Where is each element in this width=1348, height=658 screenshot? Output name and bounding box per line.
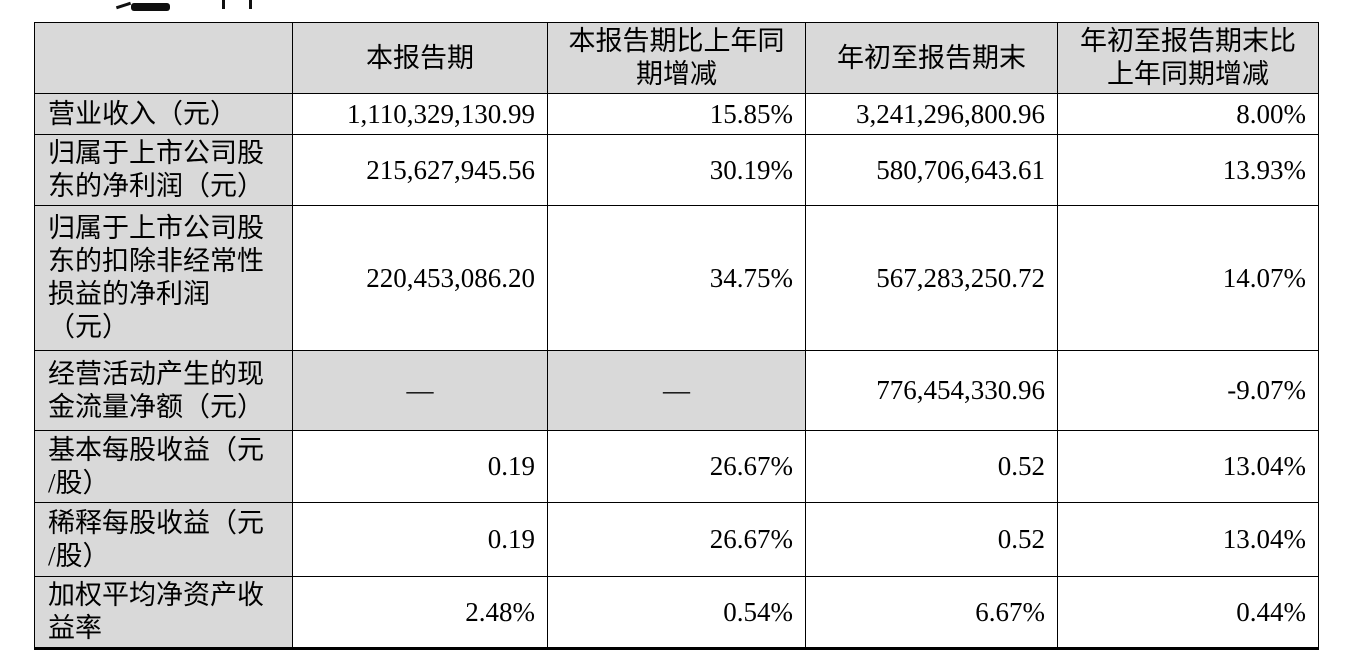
table-row-diluted-eps: 稀释每股收益（元 /股） 0.19 26.67% 0.52 13.04% [34, 502, 1319, 577]
value-cell: 0.19 [292, 430, 548, 503]
value-cell: 0.52 [805, 502, 1058, 577]
row-label: 营业收入（元） [34, 93, 293, 135]
row-label: 归属于上市公司股 东的净利润（元） [34, 134, 293, 206]
value-cell: 0.54% [547, 576, 806, 649]
row-label: 归属于上市公司股 东的扣除非经常性 损益的净利润 （元） [34, 205, 293, 351]
clipped-text-fragment [249, 0, 252, 9]
table-row-basic-eps: 基本每股收益（元 /股） 0.19 26.67% 0.52 13.04% [34, 430, 1319, 503]
value-cell: 14.07% [1057, 205, 1319, 351]
value-cell: 0.44% [1057, 576, 1319, 649]
table-row-operating-revenue: 营业收入（元） 1,110,329,130.99 15.85% 3,241,29… [34, 93, 1319, 135]
value-cell: 567,283,250.72 [805, 205, 1058, 351]
value-cell: 26.67% [547, 430, 806, 503]
table-row-net-profit: 归属于上市公司股 东的净利润（元） 215,627,945.56 30.19% … [34, 134, 1319, 206]
header-cell-year-to-date-yoy-change: 年初至报告期末比 上年同期增减 [1057, 22, 1319, 94]
value-cell: 215,627,945.56 [292, 134, 548, 206]
table-row-net-profit-excl-nonrecurring: 归属于上市公司股 东的扣除非经常性 损益的净利润 （元） 220,453,086… [34, 205, 1319, 351]
clipped-text-fragment [115, 1, 132, 10]
financial-summary-table: 本报告期 本报告期比上年同 期增减 年初至报告期末 年初至报告期末比 上年同期增… [34, 22, 1319, 650]
header-cell-blank [34, 22, 293, 94]
row-label: 基本每股收益（元 /股） [34, 430, 293, 503]
value-cell: 13.04% [1057, 430, 1319, 503]
header-row: 本报告期 本报告期比上年同 期增减 年初至报告期末 年初至报告期末比 上年同期增… [34, 22, 1319, 94]
clipped-text-fragment [131, 3, 170, 11]
row-label: 加权平均净资产收 益率 [34, 576, 293, 649]
value-cell: 13.04% [1057, 502, 1319, 577]
value-cell: 776,454,330.96 [805, 350, 1058, 431]
value-cell: 34.75% [547, 205, 806, 351]
value-cell: -9.07% [1057, 350, 1319, 431]
value-cell: 580,706,643.61 [805, 134, 1058, 206]
value-cell: 6.67% [805, 576, 1058, 649]
value-cell: 1,110,329,130.99 [292, 93, 548, 135]
row-label: 稀释每股收益（元 /股） [34, 502, 293, 577]
value-cell: 26.67% [547, 502, 806, 577]
value-cell: 30.19% [547, 134, 806, 206]
value-cell: 3,241,296,800.96 [805, 93, 1058, 135]
value-cell-na: — [547, 350, 806, 431]
table-row-weighted-avg-roe: 加权平均净资产收 益率 2.48% 0.54% 6.67% 0.44% [34, 576, 1319, 649]
value-cell: 220,453,086.20 [292, 205, 548, 351]
header-cell-year-to-date: 年初至报告期末 [805, 22, 1058, 94]
row-label: 经营活动产生的现 金流量净额（元） [34, 350, 293, 431]
table-row-operating-cash-flow: 经营活动产生的现 金流量净额（元） — — 776,454,330.96 -9.… [34, 350, 1319, 431]
value-cell-na: — [292, 350, 548, 431]
clipped-text-fragment [222, 0, 225, 9]
value-cell: 0.19 [292, 502, 548, 577]
header-cell-current-period-yoy-change: 本报告期比上年同 期增减 [547, 22, 806, 94]
value-cell: 8.00% [1057, 93, 1319, 135]
value-cell: 13.93% [1057, 134, 1319, 206]
header-cell-current-period: 本报告期 [292, 22, 548, 94]
value-cell: 0.52 [805, 430, 1058, 503]
value-cell: 15.85% [547, 93, 806, 135]
value-cell: 2.48% [292, 576, 548, 649]
